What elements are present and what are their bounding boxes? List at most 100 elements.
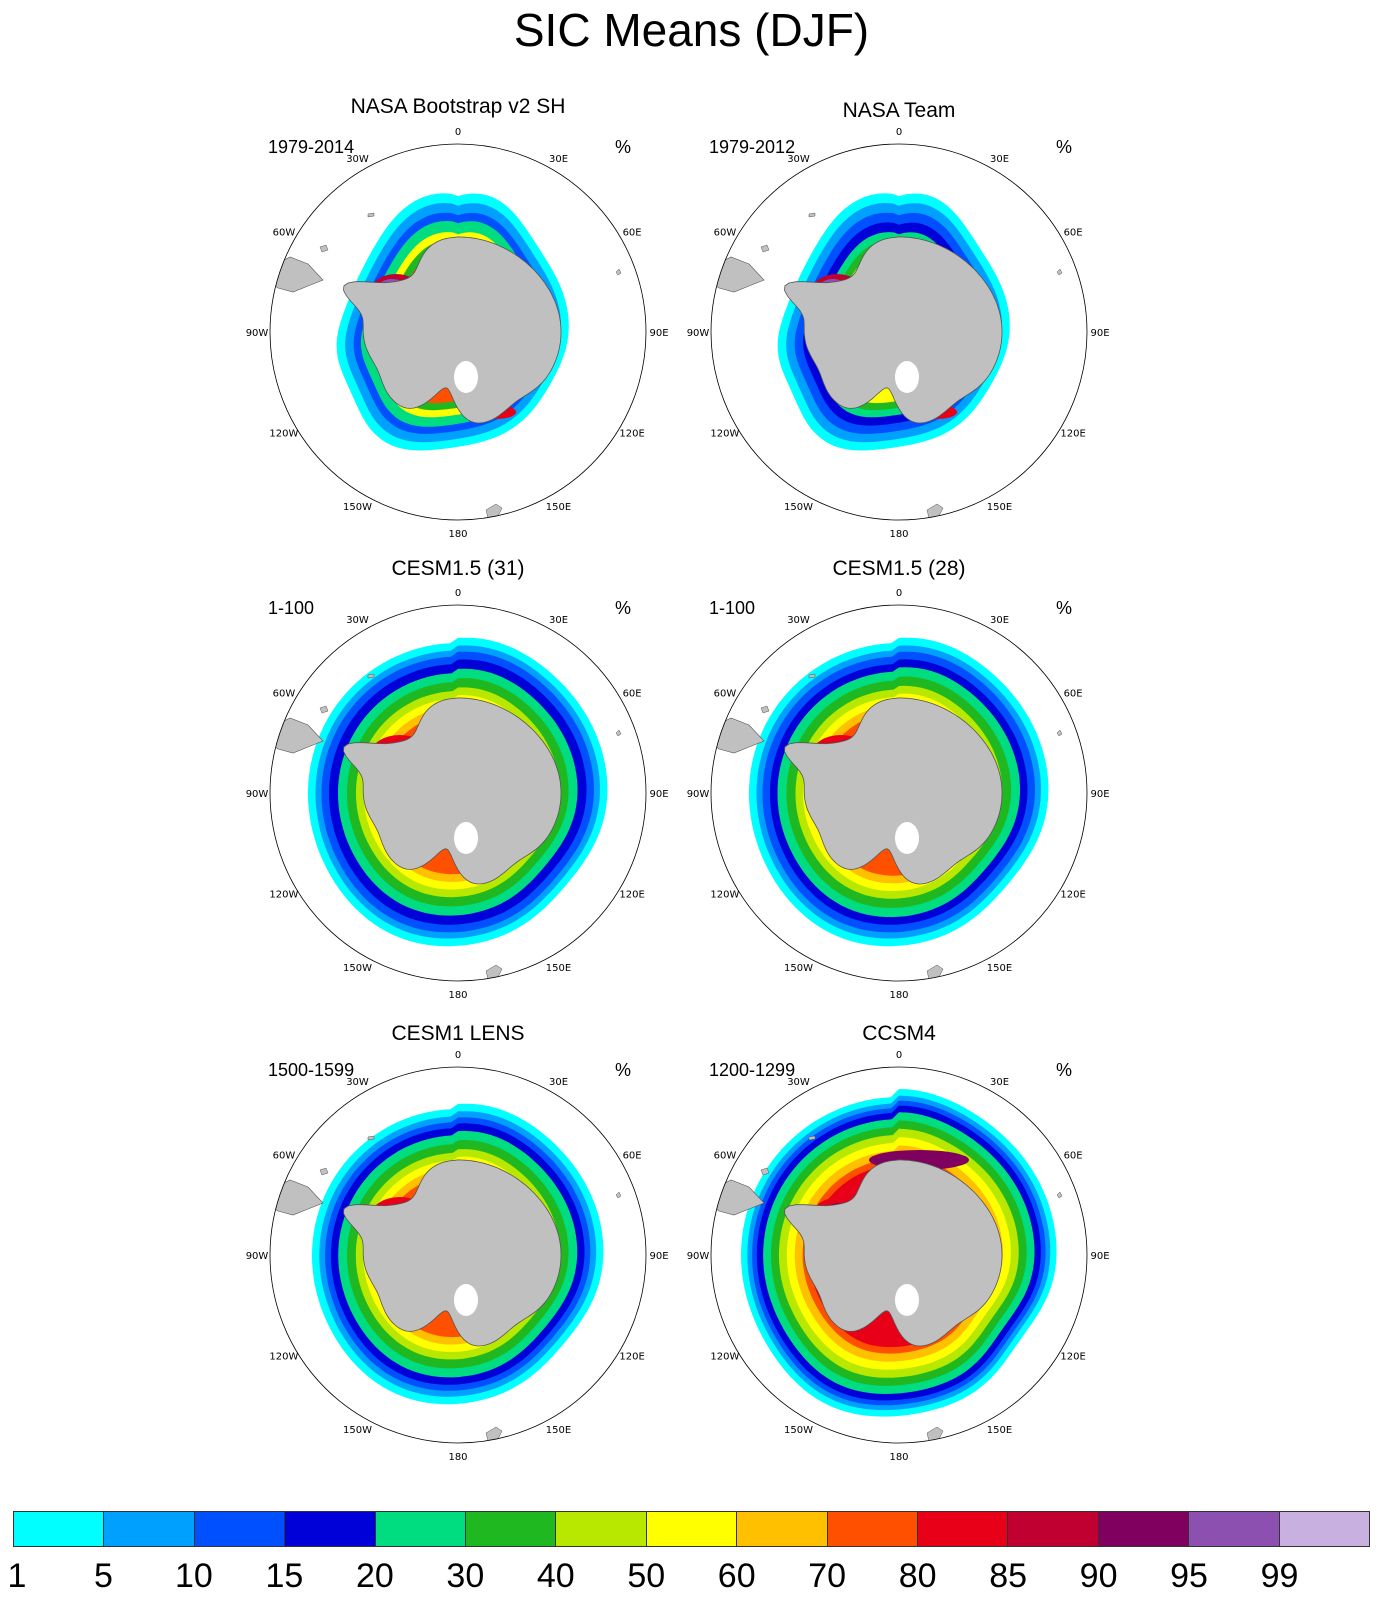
- longitude-label: 30E: [990, 615, 1009, 626]
- longitude-label: 120W: [269, 429, 298, 440]
- colorbar-box: [1008, 1512, 1099, 1546]
- longitude-label: 60W: [714, 228, 737, 239]
- longitude-label: 90W: [687, 328, 710, 339]
- island: [760, 705, 770, 714]
- ross-ice-shelf: [454, 361, 478, 393]
- longitude-label: 150E: [546, 963, 571, 974]
- longitude-label: 30E: [549, 154, 568, 165]
- map-boundary: [710, 143, 1088, 521]
- longitude-label: 90W: [246, 789, 269, 800]
- panel-units: %: [615, 1060, 632, 1080]
- longitude-label: 90E: [649, 1251, 668, 1262]
- colorbar-box: [1189, 1512, 1280, 1546]
- longitude-label: 0: [455, 127, 461, 138]
- longitude-label: 150W: [343, 1425, 372, 1436]
- longitude-label: 30E: [549, 615, 568, 626]
- antarctica-land: [784, 697, 1003, 885]
- longitude-label: 60E: [623, 1151, 642, 1162]
- longitude-label: 150W: [343, 502, 372, 513]
- island: [367, 1135, 375, 1141]
- island: [1056, 1191, 1063, 1199]
- longitude-label: 60W: [714, 689, 737, 700]
- new-zealand-land: [926, 503, 944, 519]
- antarctica-land: [343, 236, 562, 424]
- longitude-label: 150W: [784, 502, 813, 513]
- colorbar-label: 80: [898, 1557, 937, 1595]
- island: [367, 212, 375, 218]
- colorbar-label: 60: [717, 1557, 756, 1595]
- longitude-label: 150W: [343, 963, 372, 974]
- colorbar-label: 85: [989, 1557, 1028, 1595]
- panel-period: 1979-2012: [709, 137, 796, 157]
- longitude-label: 0: [455, 588, 461, 599]
- new-zealand-land: [485, 964, 503, 980]
- longitude-label: 60E: [623, 689, 642, 700]
- colorbar-label: 90: [1079, 1557, 1118, 1595]
- island: [1056, 729, 1063, 737]
- longitude-label: 60E: [623, 228, 642, 239]
- colorbar-box: [285, 1512, 376, 1546]
- longitude-label: 120W: [269, 890, 298, 901]
- colorbar-box: [104, 1512, 195, 1546]
- longitude-label: 150E: [546, 502, 571, 513]
- longitude-label: 30E: [549, 1077, 568, 1088]
- island: [808, 673, 816, 679]
- colorbar-label: 99: [1260, 1557, 1299, 1595]
- antarctica-land: [343, 697, 562, 885]
- polar-map: 0 30E 60E 90E 120E 150E 180 150W 120W 90W 60W 30W: [246, 588, 669, 1001]
- longitude-label: 150E: [546, 1425, 571, 1436]
- longitude-label: 60E: [1064, 228, 1083, 239]
- longitude-label: 180: [889, 529, 908, 540]
- island: [319, 705, 329, 714]
- longitude-label: 120W: [710, 890, 739, 901]
- colorbar-box: [1098, 1512, 1190, 1546]
- longitude-label: 60W: [273, 689, 296, 700]
- colorbar-label: 70: [808, 1557, 847, 1595]
- longitude-label: 120E: [619, 429, 644, 440]
- longitude-label: 60W: [714, 1151, 737, 1162]
- longitude-label: 120W: [269, 1352, 298, 1363]
- longitude-label: 0: [455, 1050, 461, 1061]
- island: [760, 1167, 770, 1176]
- longitude-label: 90W: [687, 1251, 710, 1262]
- colorbar-box: [737, 1512, 828, 1546]
- polar-map: 0 30E 60E 90E 120E 150E 180 150W 120W 90W 60W 30W: [687, 588, 1110, 1001]
- map-boundary: [269, 604, 647, 982]
- longitude-label: 30W: [346, 154, 369, 165]
- map-boundary: [269, 1066, 647, 1444]
- longitude-label: 180: [448, 1452, 467, 1463]
- longitude-label: 60E: [1064, 1151, 1083, 1162]
- antarctica-land: [784, 236, 1003, 424]
- longitude-label: 60W: [273, 1151, 296, 1162]
- longitude-label: 120E: [619, 890, 644, 901]
- panel-title: CESM1.5 (31): [391, 557, 525, 580]
- figure-title: SIC Means (DJF): [513, 4, 870, 56]
- longitude-label: 150W: [784, 963, 813, 974]
- colorbar-label: 15: [265, 1557, 304, 1595]
- panel-period: 1-100: [268, 598, 315, 618]
- colorbar-box: [375, 1512, 467, 1546]
- colorbar-label: 50: [627, 1557, 666, 1595]
- longitude-label: 30W: [787, 615, 810, 626]
- map-boundary: [710, 1066, 1088, 1444]
- new-zealand-land: [926, 1426, 944, 1442]
- longitude-label: 150E: [987, 963, 1012, 974]
- map-boundary: [710, 604, 1088, 982]
- longitude-label: 30W: [346, 615, 369, 626]
- panel-title: NASA Bootstrap v2 SH: [350, 95, 566, 118]
- island: [1056, 268, 1063, 276]
- island: [615, 1191, 622, 1199]
- longitude-label: 0: [896, 588, 902, 599]
- longitude-label: 30W: [787, 154, 810, 165]
- longitude-label: 150E: [987, 502, 1012, 513]
- longitude-label: 90W: [687, 789, 710, 800]
- colorbar-label: 20: [355, 1557, 394, 1595]
- colorbar-box: [194, 1512, 286, 1546]
- colorbar-box: [466, 1512, 557, 1546]
- island: [615, 268, 622, 276]
- longitude-label: 90W: [246, 1251, 269, 1262]
- island: [319, 244, 329, 253]
- polar-map: 0 30E 60E 90E 120E 150E 180 150W 120W 90W 60W 30W: [687, 1050, 1110, 1463]
- longitude-label: 120E: [619, 1352, 644, 1363]
- antarctica-land: [343, 1159, 562, 1347]
